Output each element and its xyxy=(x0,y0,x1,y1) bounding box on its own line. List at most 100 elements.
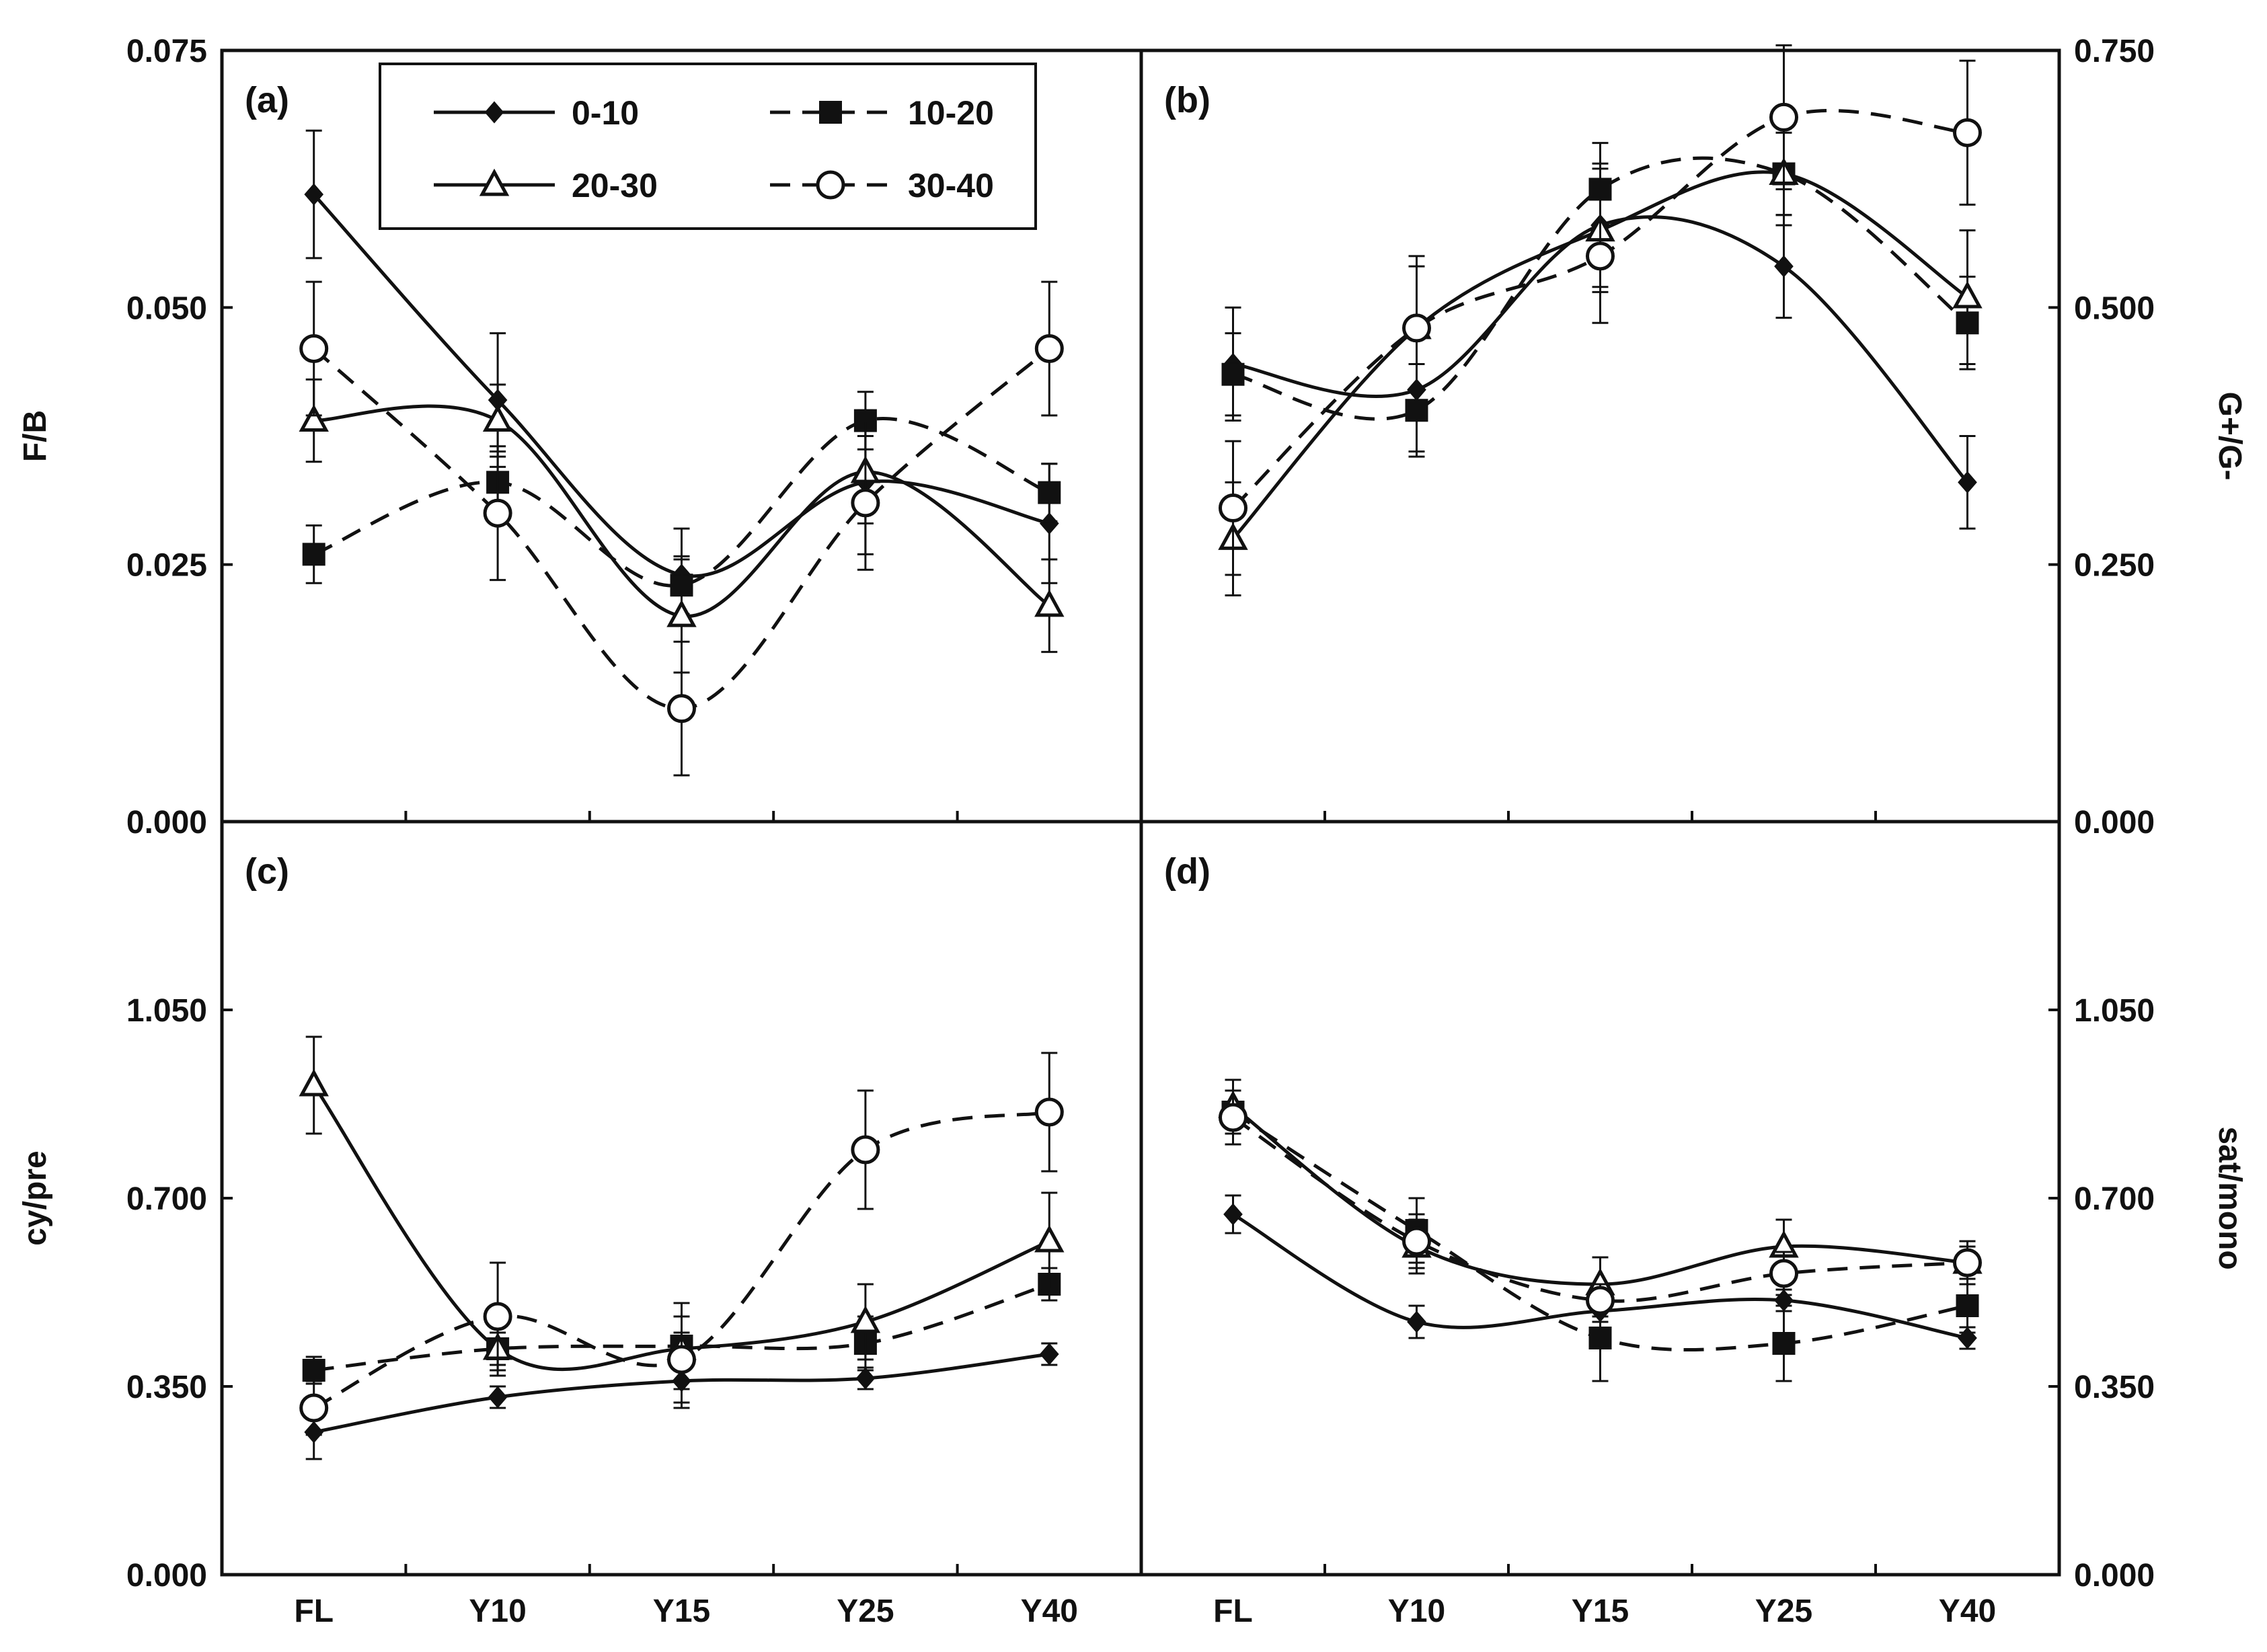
panel-a-y-tick-label: 0.025 xyxy=(126,548,207,584)
legend-item-20-30-marker xyxy=(479,168,510,196)
legend-item-0-10-label: 0-10 xyxy=(572,94,639,132)
panel-c-series-0-10-point xyxy=(855,1367,876,1390)
panel-d-y-tick-label: 1.050 xyxy=(2074,993,2155,1029)
panel-a-label: (a) xyxy=(245,80,289,120)
legend-item-10-20-label: 10-20 xyxy=(908,94,994,132)
panel-d-y-axis-title: sat/mono xyxy=(2212,1126,2247,1269)
panel-d-label: (d) xyxy=(1164,851,1211,892)
panel-b-series-10-20-point xyxy=(1405,399,1428,422)
legend-item-20-30-label: 20-30 xyxy=(572,167,658,204)
panel-b-series-10-20-line xyxy=(1232,156,1969,421)
text-layer: 0.000 0.025 0.050 0.075 F/B (a) 0.000 0.250 0.50… xyxy=(17,34,2247,1629)
panel-c-series-30-40-point xyxy=(483,1302,512,1331)
panel-b-series-30-40-point xyxy=(1219,494,1247,523)
panel-b-y-tick-label: 0.250 xyxy=(2074,548,2155,584)
panel-c-x-tick-label: Y25 xyxy=(837,1594,894,1629)
panel-b-y-tick-label: 0.000 xyxy=(2074,805,2155,840)
panel-c-series-30-40-point xyxy=(667,1345,696,1374)
panel-a-series-30-40-point xyxy=(1034,334,1064,364)
panel-b-series-0-10-point xyxy=(1774,255,1794,278)
panel-d-series-30-40-point xyxy=(1402,1226,1431,1256)
panel-c-series-30-40 xyxy=(299,1052,1064,1436)
panel-d-series-30-40-point xyxy=(1953,1248,1982,1277)
panel-d-series-30-40-line xyxy=(1232,1115,1968,1303)
panel-a-series-20-30-point xyxy=(299,404,329,432)
panel-c-x-tick-label: Y40 xyxy=(1021,1594,1078,1629)
panel-a-y-tick-label: 0.075 xyxy=(126,34,207,69)
panel-a-series-0-10-point xyxy=(304,183,324,206)
panel-c-series-20-30-point xyxy=(299,1068,329,1097)
panel-d-series-10-20-point xyxy=(1588,1327,1612,1349)
panel-c-label: (c) xyxy=(245,851,289,892)
panel-b-series-20-30-point xyxy=(1952,280,1983,309)
panel-b-label: (b) xyxy=(1164,80,1211,120)
series-layer xyxy=(299,44,1983,1460)
panel-a-y-tick-label: 0.000 xyxy=(126,805,207,840)
panel-b-series-30-40-point xyxy=(1953,118,1982,147)
panel-d-series-30-40-point xyxy=(1586,1286,1615,1315)
panel-a-series-10-20-line xyxy=(313,417,1050,588)
panel-a-series-30-40 xyxy=(299,280,1064,777)
panel-b-series-0-10-point xyxy=(1958,471,1977,494)
panel-d-series-10-20-point xyxy=(1772,1332,1796,1355)
panel-d-x-tick-label: Y25 xyxy=(1755,1594,1812,1629)
panel-a-y-tick-label: 0.050 xyxy=(126,290,207,326)
panel-c-series-0-10-point xyxy=(1039,1343,1059,1366)
panel-a-series-20-30-point xyxy=(666,599,697,627)
legend-item-30-40-marker xyxy=(816,170,845,200)
legend-item-30-40: 30-40 xyxy=(770,167,994,204)
panel-d-series-10-20-point xyxy=(1956,1294,1979,1317)
panel-c-y-tick-label: 1.050 xyxy=(126,993,207,1029)
panel-c-series-30-40-point xyxy=(299,1393,329,1423)
panel-d-series-30-40-point xyxy=(1769,1259,1798,1288)
panel-d-x-tick-label: Y10 xyxy=(1388,1594,1445,1629)
panel-a-series-30-40-point xyxy=(667,694,696,723)
panel-c-x-tick-label: FL xyxy=(294,1594,334,1629)
legend-box xyxy=(379,63,1037,230)
panel-c-y-tick-label: 0.000 xyxy=(126,1558,207,1594)
panel-b-y-axis-title: G+/G- xyxy=(2212,391,2247,480)
panel-c-series-20-30-point xyxy=(850,1305,881,1333)
panel-a-series-30-40-point xyxy=(851,488,880,518)
legend-item-10-20-marker xyxy=(819,101,842,124)
legend-item-0-10: 0-10 xyxy=(434,94,639,132)
panel-c-x-tick-label: Y10 xyxy=(469,1594,526,1629)
panel-a-series-10-20-point xyxy=(1038,481,1061,504)
grid-layer xyxy=(220,48,2061,1577)
panel-c-series-30-40-point xyxy=(851,1135,880,1165)
panel-c-series-0-10-point xyxy=(488,1386,508,1409)
legend-item-10-20: 10-20 xyxy=(770,94,994,132)
panel-d-x-tick-label: FL xyxy=(1213,1594,1253,1629)
panel-a-series-10-20-point xyxy=(302,543,325,566)
panel-d-series-30-40-point xyxy=(1219,1103,1247,1132)
panel-d-y-tick-label: 0.700 xyxy=(2074,1181,2155,1217)
panel-b-series-30-40-point xyxy=(1769,102,1798,132)
panel-a-series-0-10-line xyxy=(312,193,1050,578)
panel-d-series-0-10-point xyxy=(1407,1310,1426,1333)
panel-a-series-30-40-point xyxy=(299,334,329,364)
panel-b-series-10-20-point xyxy=(1221,362,1245,386)
panel-b-series-30-40-point xyxy=(1586,241,1615,271)
panel-a-series-20-30-point xyxy=(482,404,513,432)
panel-c-series-20-30-point xyxy=(1034,1224,1065,1253)
panel-d-x-tick-label: Y15 xyxy=(1572,1594,1629,1629)
panel-b-y-tick-label: 0.500 xyxy=(2074,290,2155,326)
panel-b-y-tick-label: 0.750 xyxy=(2074,34,2155,69)
panel-d-series-0-10-point xyxy=(1223,1203,1243,1226)
panel-a-y-axis-title: F/B xyxy=(17,410,53,462)
panel-a-series-30-40-point xyxy=(483,498,512,528)
legend-item-0-10-marker xyxy=(484,101,504,124)
panel-c-y-tick-label: 0.350 xyxy=(126,1370,207,1405)
panel-c-series-10-20-point xyxy=(302,1359,325,1382)
panel-b-series-30-40-point xyxy=(1402,313,1431,343)
panel-d-series-30-40 xyxy=(1219,1089,1982,1318)
panel-a-series-20-30-point xyxy=(1034,589,1065,617)
legend-item-30-40-label: 30-40 xyxy=(908,167,994,204)
legend: 0-10 10-20 20-30 30-40 xyxy=(379,63,1037,230)
panel-c-y-axis-title: cy/pre xyxy=(17,1150,53,1245)
panel-c-series-20-30-line xyxy=(312,1084,1050,1372)
panel-c-series-30-40-point xyxy=(1034,1097,1064,1127)
panel-d-y-tick-label: 0.350 xyxy=(2074,1370,2155,1405)
